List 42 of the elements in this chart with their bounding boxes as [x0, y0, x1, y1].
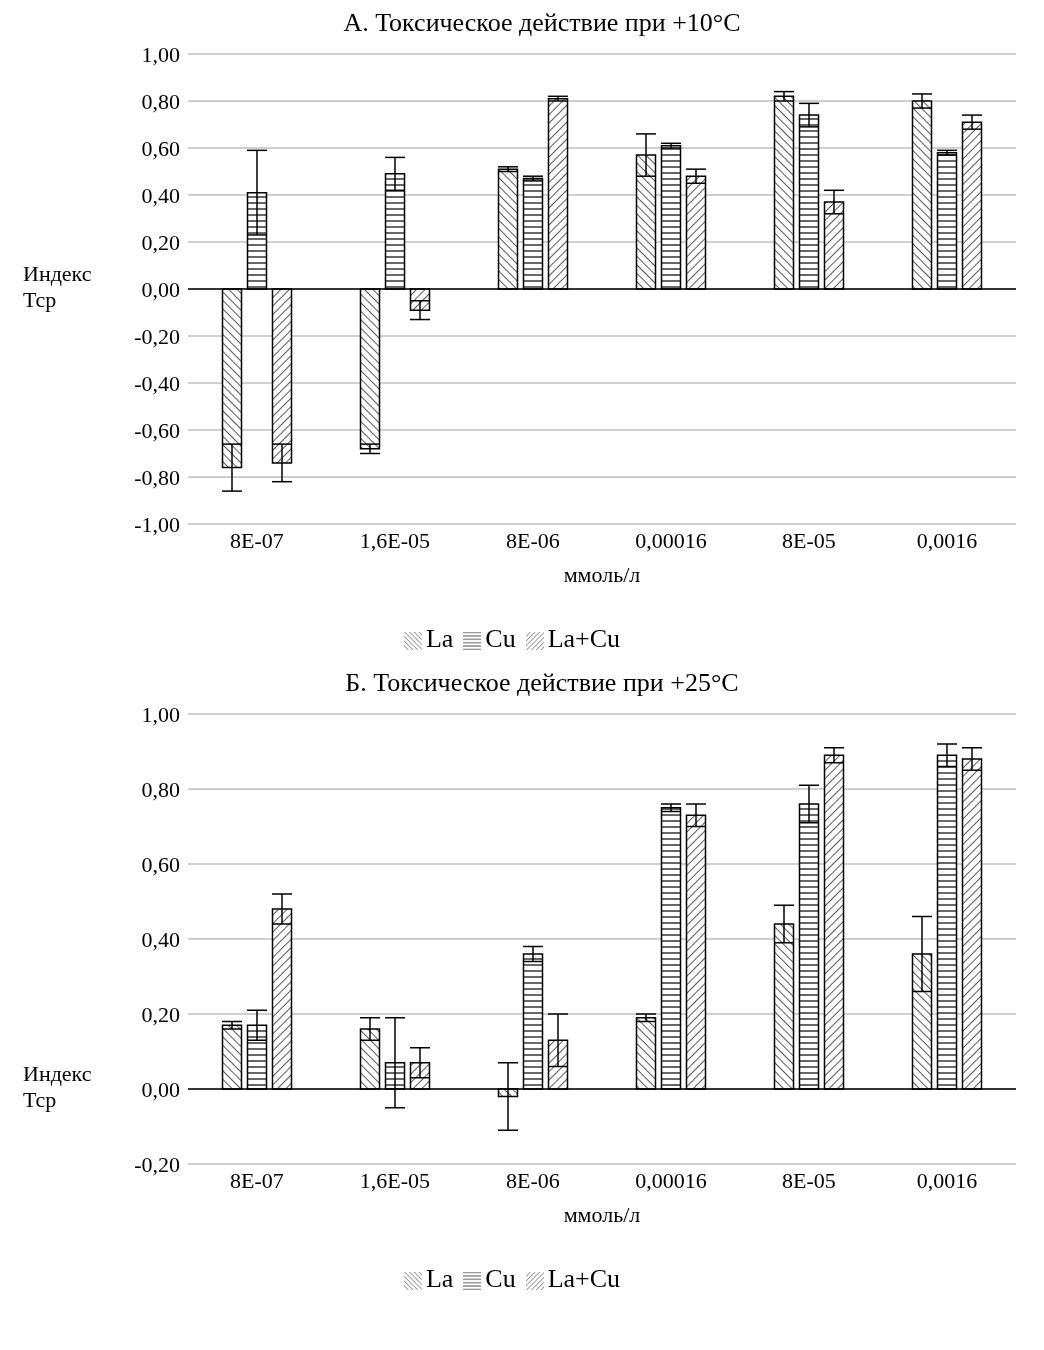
x-tick-label: 0,00016 [635, 1167, 707, 1193]
y-tick-label: 0,40 [141, 926, 180, 952]
legend-label: La+Cu [547, 1264, 621, 1293]
x-tick-label: 8E-07 [230, 1167, 284, 1193]
x-tick-label: 0,0016 [916, 1167, 978, 1193]
y-tick-label: -0,20 [134, 1151, 180, 1177]
x-tick-label: 1,6E-05 [359, 1167, 431, 1193]
y-tick-label: 0,00 [141, 276, 180, 302]
x-axis-title: ммоль/л [563, 1202, 641, 1227]
y-tick-label: 0,60 [141, 851, 180, 877]
y-tick-label: 0,20 [141, 229, 180, 255]
x-tick-label: 8E-06 [506, 527, 560, 553]
legend-label: Cu [485, 1264, 516, 1293]
y-tick-label: 0,80 [141, 776, 180, 802]
legend-label: La+Cu [547, 624, 621, 653]
y-tick-label: 0,60 [141, 135, 180, 161]
chart-title: А. Токсическое действие при +10°C [342, 8, 742, 38]
y-axis-title: Индекс Тср [23, 261, 92, 312]
x-tick-label: 1,6E-05 [359, 527, 431, 553]
x-tick-label: 0,0016 [916, 527, 978, 553]
y-tick-label: -0,40 [134, 370, 180, 396]
x-tick-label: 8E-06 [506, 1167, 560, 1193]
x-tick-label: 0,00016 [635, 527, 707, 553]
y-tick-label: 1,00 [141, 701, 180, 727]
x-tick-label: 8E-05 [782, 1167, 836, 1193]
y-tick-label: -0,60 [134, 417, 180, 443]
x-axis-title: ммоль/л [563, 562, 641, 587]
legend-label: Cu [485, 624, 516, 653]
y-tick-label: 0,20 [141, 1001, 180, 1027]
y-tick-label: -0,20 [134, 323, 180, 349]
y-tick-label: 0,80 [141, 88, 180, 114]
y-tick-label: -0,80 [134, 464, 180, 490]
y-tick-label: 0,40 [141, 182, 180, 208]
legend-label: La [425, 624, 454, 653]
x-tick-label: 8E-05 [782, 527, 836, 553]
x-tick-label: 8E-07 [230, 527, 284, 553]
y-axis-title: Индекс Тср [23, 1061, 92, 1112]
y-tick-label: 1,00 [141, 41, 180, 67]
chart-title: Б. Токсическое действие при +25°C [344, 668, 740, 698]
y-tick-label: 0,00 [141, 1076, 180, 1102]
y-tick-label: -1,00 [134, 511, 180, 537]
legend-label: La [425, 1264, 454, 1293]
